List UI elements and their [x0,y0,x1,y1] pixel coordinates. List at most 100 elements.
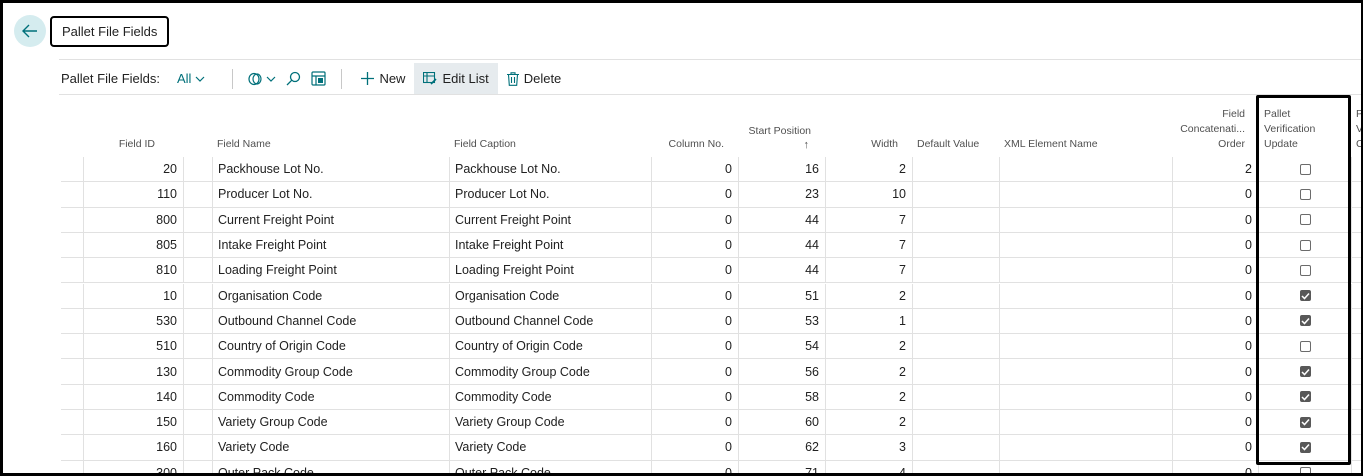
field-caption-cell[interactable]: Variety Group Code [450,410,652,435]
concatenation-order-cell[interactable]: 0 [1173,308,1259,334]
checkbox-unchecked[interactable] [1299,214,1311,226]
next-column-cell[interactable] [1352,435,1361,459]
xml-element-name-cell[interactable] [1000,232,1173,258]
pallet-verification-update-cell[interactable] [1259,207,1352,232]
width-cell[interactable]: 2 [826,410,913,435]
row-marker-cell[interactable] [184,232,213,258]
row-marker-cell[interactable] [184,182,213,207]
row-select-cell[interactable] [61,334,84,359]
start-position-cell[interactable]: 44 [739,258,826,283]
field-id-cell[interactable]: 130 [84,359,184,384]
row-select-cell[interactable] [61,384,84,409]
column-no-cell[interactable]: 0 [652,410,739,435]
width-cell[interactable]: 7 [826,258,913,283]
field-caption-cell[interactable]: Outbound Channel Code [450,308,652,334]
width-cell[interactable]: 2 [826,384,913,409]
column-header-column-no[interactable]: Column No. [651,103,724,157]
table-row[interactable]: 530 Outbound Channel Code Outbound Channel… [61,308,1361,335]
field-id-cell[interactable]: 140 [84,384,184,409]
pallet-verification-update-cell[interactable] [1259,182,1352,207]
field-name-cell[interactable]: Variety Group Code [213,410,450,435]
field-name-cell[interactable]: Organisation Code [213,283,450,308]
next-column-cell[interactable] [1352,208,1361,232]
column-no-cell[interactable]: 0 [652,359,739,384]
column-header-xml-element-name[interactable]: XML Element Name [1004,103,1154,157]
pallet-verification-update-cell[interactable] [1259,435,1352,460]
xml-element-name-cell[interactable] [1000,410,1173,435]
field-caption-cell[interactable]: Loading Freight Point [450,258,652,283]
row-marker-cell[interactable] [184,359,213,384]
next-column-cell[interactable] [1352,157,1361,181]
table-row[interactable]: 800 Current Freight Point Current Freight … [61,207,1361,233]
pallet-verification-update-cell[interactable] [1259,258,1352,283]
xml-element-name-cell[interactable] [1000,359,1173,384]
default-value-cell[interactable] [913,410,1000,435]
width-cell[interactable]: 2 [826,359,913,384]
field-id-cell[interactable]: 530 [84,308,184,334]
view-filter-dropdown[interactable]: All [177,71,205,86]
pallet-verification-update-cell[interactable] [1259,308,1352,334]
field-id-cell[interactable]: 150 [84,410,184,435]
field-name-cell[interactable]: Outbound Channel Code [213,308,450,334]
field-caption-cell[interactable]: Country of Origin Code [450,334,652,359]
field-id-cell[interactable]: 20 [84,157,184,182]
checkbox-checked[interactable] [1299,290,1311,302]
field-caption-cell[interactable]: Intake Freight Point [450,232,652,258]
field-name-cell[interactable]: Current Freight Point [213,207,450,232]
table-row[interactable]: 300 Outer Pack Code Outer Pack Code 0 71 4 0 [61,460,1361,473]
field-id-cell[interactable]: 110 [84,182,184,207]
pallet-verification-update-cell[interactable] [1259,334,1352,359]
row-marker-cell[interactable] [184,410,213,435]
field-id-cell[interactable]: 160 [84,435,184,460]
field-id-cell[interactable]: 10 [84,283,184,308]
start-position-cell[interactable]: 54 [739,334,826,359]
field-caption-cell[interactable]: Packhouse Lot No. [450,157,652,182]
width-cell[interactable]: 10 [826,182,913,207]
next-column-cell[interactable] [1352,410,1361,434]
start-position-cell[interactable]: 58 [739,384,826,409]
row-marker-cell[interactable] [184,258,213,283]
table-row[interactable]: 140 Commodity Code Commodity Code 0 58 2 0 [61,384,1361,410]
xml-element-name-cell[interactable] [1000,207,1173,232]
default-value-cell[interactable] [913,232,1000,258]
width-cell[interactable]: 1 [826,308,913,334]
default-value-cell[interactable] [913,182,1000,207]
column-no-cell[interactable]: 0 [652,435,739,460]
concatenation-order-cell[interactable]: 0 [1173,182,1259,207]
checkbox-unchecked[interactable] [1299,239,1311,251]
pallet-verification-update-cell[interactable] [1259,460,1352,473]
default-value-cell[interactable] [913,207,1000,232]
concatenation-order-cell[interactable]: 0 [1173,460,1259,473]
column-header-pallet-verification-update[interactable]: Pallet Verification Update [1264,103,1344,157]
default-value-cell[interactable] [913,435,1000,460]
next-column-cell[interactable] [1352,334,1361,358]
field-caption-cell[interactable]: Commodity Code [450,384,652,409]
xml-element-name-cell[interactable] [1000,182,1173,207]
field-id-cell[interactable]: 510 [84,334,184,359]
row-marker-cell[interactable] [184,460,213,473]
checkbox-unchecked[interactable] [1299,188,1311,200]
row-select-cell[interactable] [61,182,84,207]
start-position-cell[interactable]: 62 [739,435,826,460]
start-position-cell[interactable]: 44 [739,207,826,232]
pallet-verification-update-cell[interactable] [1259,384,1352,409]
xml-element-name-cell[interactable] [1000,334,1173,359]
concatenation-order-cell[interactable]: 0 [1173,207,1259,232]
field-id-cell[interactable]: 300 [84,460,184,473]
column-no-cell[interactable]: 0 [652,182,739,207]
row-select-cell[interactable] [61,258,84,283]
checkbox-unchecked[interactable] [1299,163,1311,175]
next-column-cell[interactable] [1352,284,1361,308]
width-cell[interactable]: 2 [826,334,913,359]
filter-pane-button[interactable] [243,63,281,94]
default-value-cell[interactable] [913,283,1000,308]
row-select-cell[interactable] [61,308,84,334]
field-name-cell[interactable]: Packhouse Lot No. [213,157,450,182]
concatenation-order-cell[interactable]: 0 [1173,359,1259,384]
column-header-field-name[interactable]: Field Name [217,103,417,157]
row-marker-cell[interactable] [184,435,213,460]
width-cell[interactable]: 3 [826,435,913,460]
row-marker-cell[interactable] [184,157,213,182]
concatenation-order-cell[interactable]: 0 [1173,384,1259,409]
row-marker-cell[interactable] [184,308,213,334]
